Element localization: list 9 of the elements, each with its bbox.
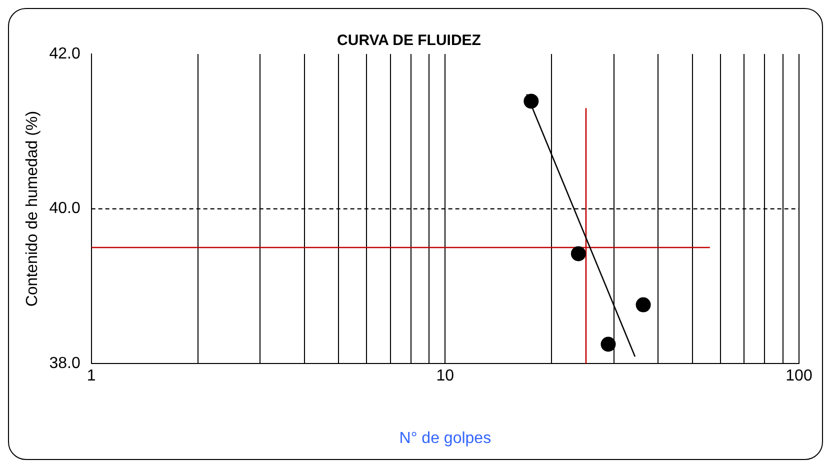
y-tick-label: 38.0 bbox=[49, 355, 80, 372]
y-tick-label: 42.0 bbox=[49, 45, 80, 62]
x-tick-label: 100 bbox=[786, 368, 812, 385]
x-tick-label: 1 bbox=[86, 368, 96, 385]
x-axis-title: N° de golpes bbox=[399, 430, 492, 447]
x-tick-label: 10 bbox=[436, 368, 454, 385]
y-axis-title: Contenido de humedad (%) bbox=[24, 110, 42, 307]
y-tick-label: 40.0 bbox=[49, 200, 80, 218]
chart-title: CURVA DE FLUIDEZ bbox=[337, 32, 481, 50]
